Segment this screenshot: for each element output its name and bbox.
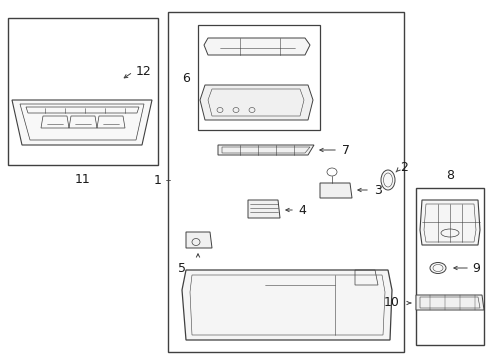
Bar [168, 12, 403, 352]
Text: 9: 9 [471, 261, 479, 274]
Polygon shape [419, 200, 479, 245]
Bar [198, 25, 319, 130]
Text: 8: 8 [445, 169, 453, 182]
Polygon shape [218, 145, 313, 155]
Polygon shape [203, 38, 309, 55]
Polygon shape [415, 295, 483, 310]
Ellipse shape [380, 170, 394, 190]
Polygon shape [247, 200, 280, 218]
Text: 1: 1 [154, 174, 162, 186]
Bar [264, 305, 329, 330]
Text: 10: 10 [384, 297, 399, 310]
Bar [339, 290, 374, 315]
Bar [8, 18, 158, 165]
Text: 11: 11 [75, 173, 91, 186]
Text: 12: 12 [136, 64, 151, 77]
Polygon shape [12, 100, 152, 145]
Polygon shape [319, 183, 351, 198]
Text: 4: 4 [297, 203, 305, 216]
Polygon shape [200, 85, 312, 120]
Bar [200, 285, 254, 325]
Text: 3: 3 [373, 184, 381, 197]
Text: 5: 5 [178, 262, 185, 275]
Text: 6: 6 [182, 72, 190, 85]
Text: 7: 7 [341, 144, 349, 157]
Text: 2: 2 [399, 161, 407, 174]
Bar [415, 188, 483, 345]
Polygon shape [182, 270, 391, 340]
Ellipse shape [429, 262, 445, 274]
Polygon shape [185, 232, 212, 248]
